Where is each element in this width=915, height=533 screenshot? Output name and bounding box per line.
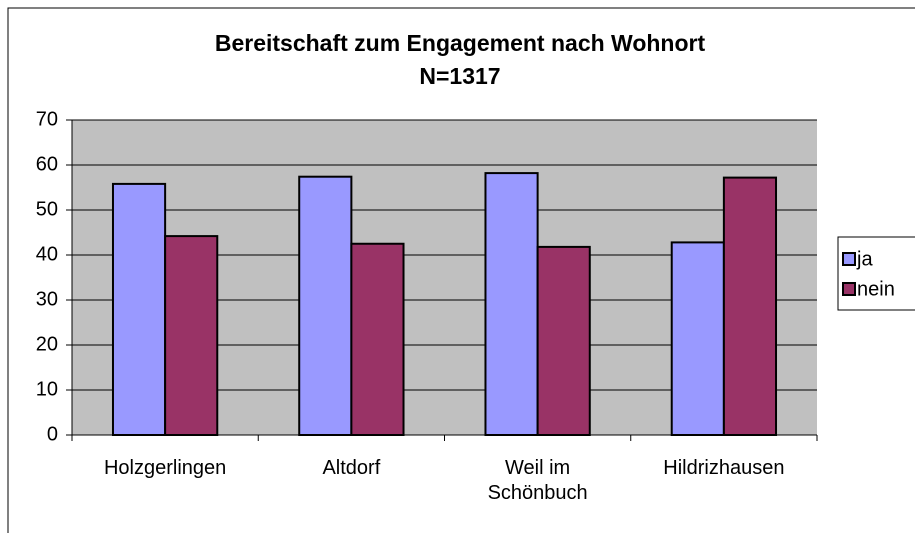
y-tick-label: 40: [36, 243, 58, 265]
chart-title: Bereitschaft zum Engagement nach Wohnort: [215, 30, 706, 56]
bar: [722, 176, 778, 436]
y-tick-label: 0: [47, 423, 58, 445]
y-tick-label: 10: [36, 378, 58, 400]
bar: [111, 182, 167, 436]
y-tick-label: 20: [36, 333, 58, 355]
bar: [298, 175, 353, 436]
legend-swatch: [842, 252, 856, 266]
y-tick-label: 60: [36, 153, 58, 175]
y-tick-label: 30: [36, 288, 58, 310]
legend-label: ja: [856, 248, 873, 270]
legend-label: nein: [857, 278, 895, 300]
y-tick-label: 70: [36, 108, 58, 130]
x-tick-label: Altdorf: [322, 457, 381, 479]
x-tick-label: Holzgerlingen: [103, 457, 227, 479]
legend-swatch: [842, 282, 856, 296]
bar: [164, 235, 219, 436]
bar: [536, 245, 591, 436]
bar: [350, 242, 405, 436]
y-tick-label: 50: [36, 198, 58, 220]
chart-subtitle: N=1317: [419, 63, 500, 89]
bar: [670, 241, 725, 436]
x-tick-label: Weil im Schönbuch: [487, 457, 588, 504]
x-tick-label: Hildrizhausen: [663, 457, 785, 479]
bar: [484, 172, 539, 436]
legend-box: [837, 236, 915, 311]
